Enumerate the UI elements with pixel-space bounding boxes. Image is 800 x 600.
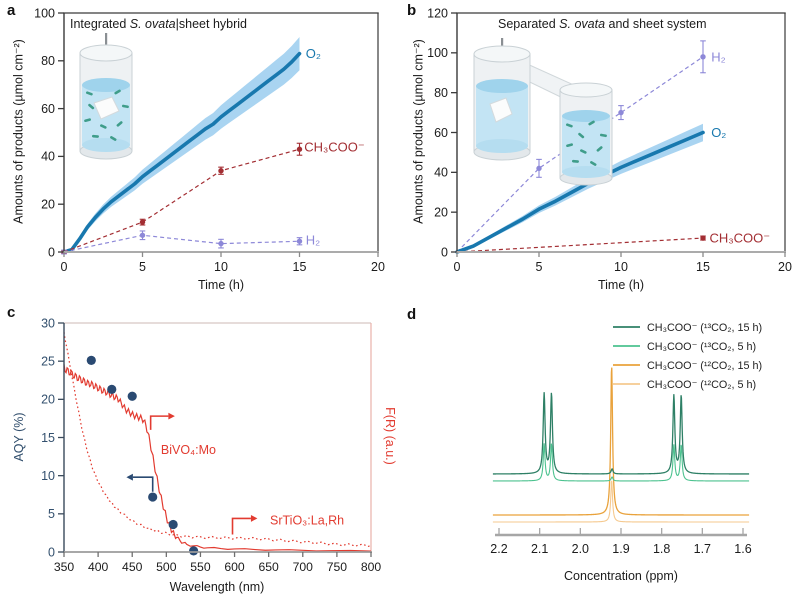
svg-text:CH₃COO⁻: CH₃COO⁻ <box>710 231 771 246</box>
bacteria <box>84 89 129 141</box>
svg-text:1.8: 1.8 <box>653 542 670 556</box>
svg-text:40: 40 <box>434 166 448 180</box>
panel-b-title-pre: Separated <box>498 17 560 31</box>
svg-text:BiVO₄:Mo: BiVO₄:Mo <box>161 443 216 457</box>
svg-text:CH₃COO⁻: CH₃COO⁻ <box>304 139 365 154</box>
svg-text:CH₃COO⁻ (¹²CO₂, 15 h): CH₃COO⁻ (¹²CO₂, 15 h) <box>647 360 762 372</box>
svg-text:10: 10 <box>214 260 228 274</box>
panel-letter-b: b <box>407 2 417 19</box>
separated-reactor-illustration <box>473 38 613 186</box>
svg-text:CH₃COO⁻ (¹³CO₂, 15 h): CH₃COO⁻ (¹³CO₂, 15 h) <box>647 322 762 334</box>
panel-b-title-post: and sheet system <box>605 17 707 31</box>
panel-d: 2.2 2.1 2.0 1.9 1.8 1.7 1.6 CH₃COO⁻ (¹³CO₂, 15 … <box>400 300 800 600</box>
svg-text:80: 80 <box>41 54 55 68</box>
photocatalyst-sheet <box>93 96 120 120</box>
panel-a-title: Integrated S. ovata|sheet hybrid <box>70 17 247 31</box>
svg-text:0: 0 <box>48 545 55 559</box>
svg-text:60: 60 <box>434 126 448 140</box>
photocatalyst-sheet <box>489 97 513 123</box>
panel-b-ylabel: Amounts of products (µmol cm⁻²) <box>411 39 426 224</box>
svg-text:SrTiO₃:La,Rh: SrTiO₃:La,Rh <box>270 513 344 527</box>
svg-text:H₂: H₂ <box>711 49 725 64</box>
panel-d-chart: 2.2 2.1 2.0 1.9 1.8 1.7 1.6 CH₃COO⁻ (¹³CO₂, 15 … <box>490 322 762 556</box>
svg-text:5: 5 <box>139 260 146 274</box>
panel-a: O₂ CH₃COO⁻ H₂ 0 20 40 60 80 100 0 5 10 15 20 a Integr… <box>0 0 400 300</box>
svg-text:H₂: H₂ <box>306 233 320 248</box>
svg-text:20: 20 <box>371 260 385 274</box>
svg-text:15: 15 <box>696 260 710 274</box>
svg-text:30: 30 <box>41 316 55 330</box>
svg-text:15: 15 <box>41 431 55 445</box>
svg-text:750: 750 <box>327 560 348 574</box>
panel-a-title-pre: Integrated <box>70 17 130 31</box>
svg-text:20: 20 <box>778 260 792 274</box>
panel-b-title: Separated S. ovata and sheet system <box>498 17 707 31</box>
svg-text:O₂: O₂ <box>306 46 321 61</box>
svg-text:650: 650 <box>258 560 279 574</box>
svg-text:550: 550 <box>190 560 211 574</box>
svg-text:0: 0 <box>441 245 448 259</box>
svg-text:20: 20 <box>41 198 55 212</box>
right-vessel <box>559 82 613 186</box>
svg-text:1.7: 1.7 <box>694 542 711 556</box>
svg-text:CH₃COO⁻ (¹³CO₂, 5 h): CH₃COO⁻ (¹³CO₂, 5 h) <box>647 341 756 353</box>
panel-a-ylabel: Amounts of products (µmol cm⁻²) <box>11 39 26 224</box>
panel-letter-d: d <box>407 306 417 323</box>
svg-text:40: 40 <box>41 150 55 164</box>
svg-text:O₂: O₂ <box>711 125 726 140</box>
svg-text:2.1: 2.1 <box>531 542 548 556</box>
svg-text:100: 100 <box>34 6 55 20</box>
svg-text:450: 450 <box>122 560 143 574</box>
panel-c-chart: BiVO₄:Mo SrTiO₃:La,Rh 0 5 10 15 20 25 30 350 400 45… <box>41 316 382 574</box>
panel-letter-a: a <box>7 2 16 19</box>
svg-text:20: 20 <box>434 205 448 219</box>
svg-text:120: 120 <box>427 6 448 20</box>
panel-c-xlabel: Wavelength (nm) <box>169 580 265 594</box>
svg-text:500: 500 <box>156 560 177 574</box>
svg-text:10: 10 <box>614 260 628 274</box>
svg-text:10: 10 <box>41 469 55 483</box>
panel-letter-c: c <box>7 304 16 321</box>
svg-text:2.2: 2.2 <box>490 542 507 556</box>
panel-c: BiVO₄:Mo SrTiO₃:La,Rh 0 5 10 15 20 25 30 350 400 45… <box>0 300 400 600</box>
svg-text:800: 800 <box>361 560 382 574</box>
panel-c-right-ylabel: F(R) (a.u.) <box>383 407 397 465</box>
integrated-reactor-illustration <box>79 33 133 160</box>
svg-text:1.9: 1.9 <box>612 542 629 556</box>
panel-b: H₂ O₂ CH₃COO⁻ 0 20 40 60 80 100 120 0 5 10 15 20 b Sep… <box>400 0 800 300</box>
bacteria <box>565 120 607 166</box>
panel-b-xlabel: Time (h) <box>597 278 645 292</box>
panel-a-title-species: S. ovata <box>129 17 176 31</box>
svg-text:CH₃COO⁻ (¹²CO₂, 5 h): CH₃COO⁻ (¹²CO₂, 5 h) <box>647 379 756 391</box>
svg-text:0: 0 <box>48 245 55 259</box>
liquid <box>82 78 130 152</box>
svg-text:25: 25 <box>41 354 55 368</box>
panel-a-chart: O₂ CH₃COO⁻ H₂ 0 20 40 60 80 100 0 5 10 15 20 <box>34 6 385 274</box>
svg-text:0: 0 <box>61 260 68 274</box>
left-vessel <box>473 45 531 161</box>
svg-text:2.0: 2.0 <box>572 542 589 556</box>
panel-b-chart: H₂ O₂ CH₃COO⁻ 0 20 40 60 80 100 120 0 5 10 15 20 <box>427 6 792 274</box>
svg-text:1.6: 1.6 <box>734 542 751 556</box>
svg-text:15: 15 <box>293 260 307 274</box>
svg-text:5: 5 <box>536 260 543 274</box>
svg-text:60: 60 <box>41 102 55 116</box>
panel-d-xlabel: Concentration (ppm) <box>564 569 678 583</box>
panel-a-title-post: |sheet hybrid <box>175 17 247 31</box>
panel-c-ylabel: AQY (%) <box>12 412 26 462</box>
svg-text:20: 20 <box>41 393 55 407</box>
svg-text:600: 600 <box>224 560 245 574</box>
svg-text:700: 700 <box>293 560 314 574</box>
panel-b-title-species: S. ovata <box>559 17 606 31</box>
svg-text:350: 350 <box>54 560 75 574</box>
svg-text:5: 5 <box>48 507 55 521</box>
svg-text:400: 400 <box>88 560 109 574</box>
svg-text:100: 100 <box>427 46 448 60</box>
svg-text:0: 0 <box>454 260 461 274</box>
panel-a-xlabel: Time (h) <box>197 278 245 292</box>
svg-text:80: 80 <box>434 86 448 100</box>
